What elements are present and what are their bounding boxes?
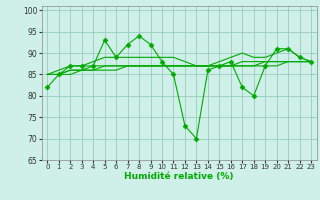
X-axis label: Humidité relative (%): Humidité relative (%)	[124, 172, 234, 181]
